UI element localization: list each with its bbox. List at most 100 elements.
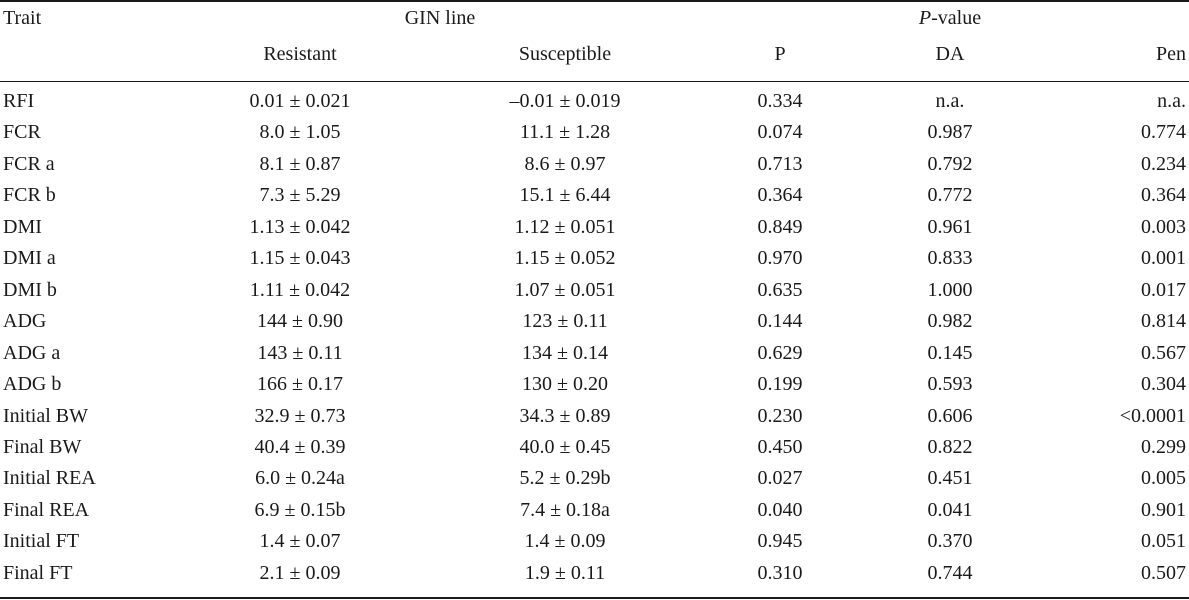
table-row: RFI 0.01 ± 0.021 –0.01 ± 0.019 0.334 n.a. n.a… (0, 86, 1189, 117)
header-da: DA (935, 43, 965, 65)
cell-da: 0.145 (927, 341, 973, 364)
cell-resistant: 32.9 ± 0.73 (254, 404, 346, 427)
cell-pen: 0.774 (1141, 121, 1186, 144)
cell-trait: Final REA (3, 498, 90, 521)
cell-da: 0.833 (927, 247, 973, 270)
cell-resistant: 144 ± 0.90 (257, 310, 343, 333)
cell-da: 0.606 (927, 404, 973, 427)
cell-p: 0.310 (757, 561, 803, 584)
cell-resistant: 1.4 ± 0.07 (259, 530, 341, 553)
header-susceptible: Susceptible (518, 43, 612, 65)
cell-pen: 0.901 (1141, 498, 1186, 521)
cell-resistant: 143 ± 0.11 (257, 341, 343, 364)
cell-susceptible: 134 ± 0.14 (522, 341, 608, 364)
cell-p: 0.074 (757, 121, 803, 144)
cell-susceptible: 1.9 ± 0.11 (524, 561, 606, 584)
cell-pen: n.a. (1157, 90, 1186, 112)
cell-resistant: 1.15 ± 0.043 (249, 247, 351, 270)
table-row: FCR 8.0 ± 1.05 11.1 ± 1.28 0.074 0.987 0.774 (0, 117, 1189, 148)
cell-da: 1.000 (927, 278, 973, 301)
cell-pen: 0.299 (1141, 435, 1186, 458)
table-row: ADG 144 ± 0.90 123 ± 0.11 0.144 0.982 0.814 (0, 306, 1189, 337)
cell-pen: 0.234 (1141, 152, 1186, 175)
table-row: Initial BW 32.9 ± 0.73 34.3 ± 0.89 0.230 0.6… (0, 401, 1189, 432)
cell-susceptible: 11.1 ± 1.28 (519, 121, 611, 144)
cell-pen: 0.017 (1141, 278, 1186, 301)
header-p-value-italic: P (918, 7, 932, 29)
cell-pen: 0.001 (1141, 247, 1186, 270)
cell-pen: 0.005 (1141, 467, 1186, 490)
cell-pen: 0.304 (1141, 373, 1186, 396)
cell-trait: Initial FT (3, 530, 80, 553)
cell-trait: Final FT (3, 561, 73, 584)
cell-susceptible: 123 ± 0.11 (522, 310, 608, 333)
cell-p: 0.450 (757, 435, 803, 458)
table-row: Final FT 2.1 ± 0.09 1.9 ± 0.11 0.310 0.744 0.… (0, 558, 1189, 589)
cell-trait: FCR a (3, 152, 55, 175)
cell-trait: Initial BW (3, 404, 88, 427)
header-p-value-rest: -value (931, 7, 982, 29)
header-rule (0, 81, 1189, 82)
cell-pen: 0.507 (1141, 561, 1186, 584)
table-row: Final REA 6.9 ± 0.15b 7.4 ± 0.18a 0.040 0.04… (0, 495, 1189, 526)
cell-susceptible: 8.6 ± 0.97 (524, 152, 606, 175)
table-row: ADG a 143 ± 0.11 134 ± 0.14 0.629 0.145 0.567 (0, 338, 1189, 369)
cell-trait: DMI (3, 215, 42, 238)
cell-trait: ADG (3, 310, 47, 333)
cell-da: 0.961 (927, 215, 973, 238)
cell-susceptible: –0.01 ± 0.019 (509, 90, 621, 112)
table-row: Initial REA 6.0 ± 0.24a 5.2 ± 0.29b 0.027 0.… (0, 463, 1189, 494)
header-p: P (774, 43, 786, 65)
cell-da: 0.593 (927, 373, 973, 396)
cell-pen: 0.814 (1141, 310, 1186, 333)
cell-pen: 0.051 (1141, 530, 1186, 553)
cell-resistant: 8.0 ± 1.05 (259, 121, 341, 144)
cell-trait: ADG a (3, 341, 61, 364)
cell-susceptible: 1.07 ± 0.051 (514, 278, 616, 301)
header-trait: Trait (3, 7, 42, 29)
cell-resistant: 2.1 ± 0.09 (259, 561, 341, 584)
cell-da: 0.792 (927, 152, 973, 175)
cell-p: 0.945 (757, 530, 803, 553)
cell-susceptible: 1.12 ± 0.051 (514, 215, 616, 238)
cell-resistant: 6.9 ± 0.15b (254, 498, 346, 521)
cell-da: 0.772 (927, 184, 973, 207)
cell-p: 0.199 (757, 373, 803, 396)
cell-resistant: 1.13 ± 0.042 (249, 215, 351, 238)
cell-da: 0.744 (927, 561, 973, 584)
cell-da: 0.822 (927, 435, 973, 458)
cell-p: 0.144 (757, 310, 803, 333)
table-row: Initial FT 1.4 ± 0.07 1.4 ± 0.09 0.945 0.370… (0, 526, 1189, 557)
cell-da: 0.370 (927, 530, 973, 553)
header-pen: Pen (1156, 43, 1186, 65)
cell-resistant: 6.0 ± 0.24a (255, 467, 345, 490)
cell-susceptible: 40.0 ± 0.45 (519, 435, 611, 458)
cell-susceptible: 15.1 ± 6.44 (519, 184, 611, 207)
cell-p: 0.713 (757, 152, 803, 175)
cell-susceptible: 130 ± 0.20 (522, 373, 608, 396)
cell-trait: FCR (3, 121, 41, 144)
cell-resistant: 1.11 ± 0.042 (249, 278, 351, 301)
cell-p: 0.970 (757, 247, 803, 270)
cell-p: 0.334 (757, 90, 803, 112)
cell-susceptible: 5.2 ± 0.29b (519, 467, 611, 490)
bottom-rule (0, 597, 1189, 599)
cell-pen: 0.567 (1141, 341, 1186, 364)
cell-p: 0.027 (757, 467, 803, 490)
cell-p: 0.040 (757, 498, 803, 521)
cell-trait: FCR b (3, 184, 56, 207)
cell-p: 0.230 (757, 404, 803, 427)
table-row: ADG b 166 ± 0.17 130 ± 0.20 0.199 0.593 0.304 (0, 369, 1189, 400)
cell-trait: DMI b (3, 278, 57, 301)
cell-resistant: 166 ± 0.17 (257, 373, 343, 396)
cell-da: 0.982 (927, 310, 973, 333)
cell-trait: DMI a (3, 247, 56, 270)
cell-susceptible: 34.3 ± 0.89 (519, 404, 611, 427)
cell-da: 0.987 (927, 121, 973, 144)
table-row: DMI 1.13 ± 0.042 1.12 ± 0.051 0.849 0.961 0.0… (0, 212, 1189, 243)
cell-susceptible: 1.4 ± 0.09 (524, 530, 606, 553)
cell-resistant: 40.4 ± 0.39 (254, 435, 346, 458)
cell-trait: RFI (3, 90, 35, 112)
cell-p: 0.629 (757, 341, 803, 364)
